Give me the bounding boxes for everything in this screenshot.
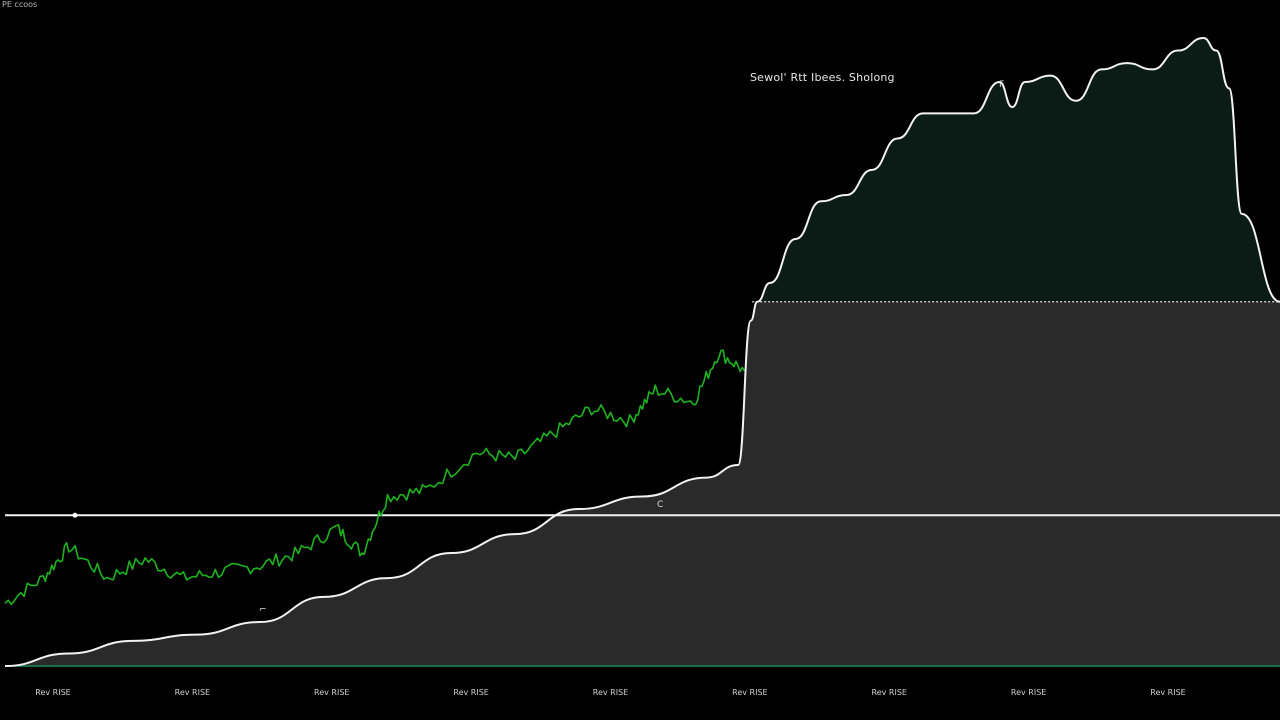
chart-annotation: Sewol' Rtt Ibees. Sholong — [750, 71, 895, 84]
chart-area-fills — [5, 38, 1280, 666]
area-fill-lower — [5, 301, 1280, 666]
area-fill-upper — [757, 38, 1280, 302]
x-tick-label: Rev RISE — [174, 688, 211, 697]
green-series-line — [4, 349, 746, 606]
corner-label: PE ccoos — [2, 0, 38, 9]
x-tick-label: Rev RISE — [732, 688, 768, 697]
x-tick-label: Rev RISE — [1010, 688, 1047, 697]
x-tick-label: Rev RISE — [35, 688, 71, 697]
curve-marker-1: ⌐ — [259, 605, 267, 615]
x-tick-label: Rev RISE — [592, 688, 629, 697]
x-tick-label: Rev RISE — [871, 688, 907, 697]
reference-line-marker — [72, 512, 78, 518]
curve-marker-2: C — [657, 500, 664, 510]
x-tick-label: Rev RISE — [1150, 688, 1186, 697]
x-tick-label: Rev RISE — [453, 688, 489, 697]
reference-lines — [5, 301, 1280, 667]
white-series-curve — [4, 36, 1280, 667]
x-tick-label: Rev RISE — [314, 688, 350, 697]
curve-marker-3: F — [999, 80, 1005, 90]
chart-series — [4, 36, 1280, 667]
